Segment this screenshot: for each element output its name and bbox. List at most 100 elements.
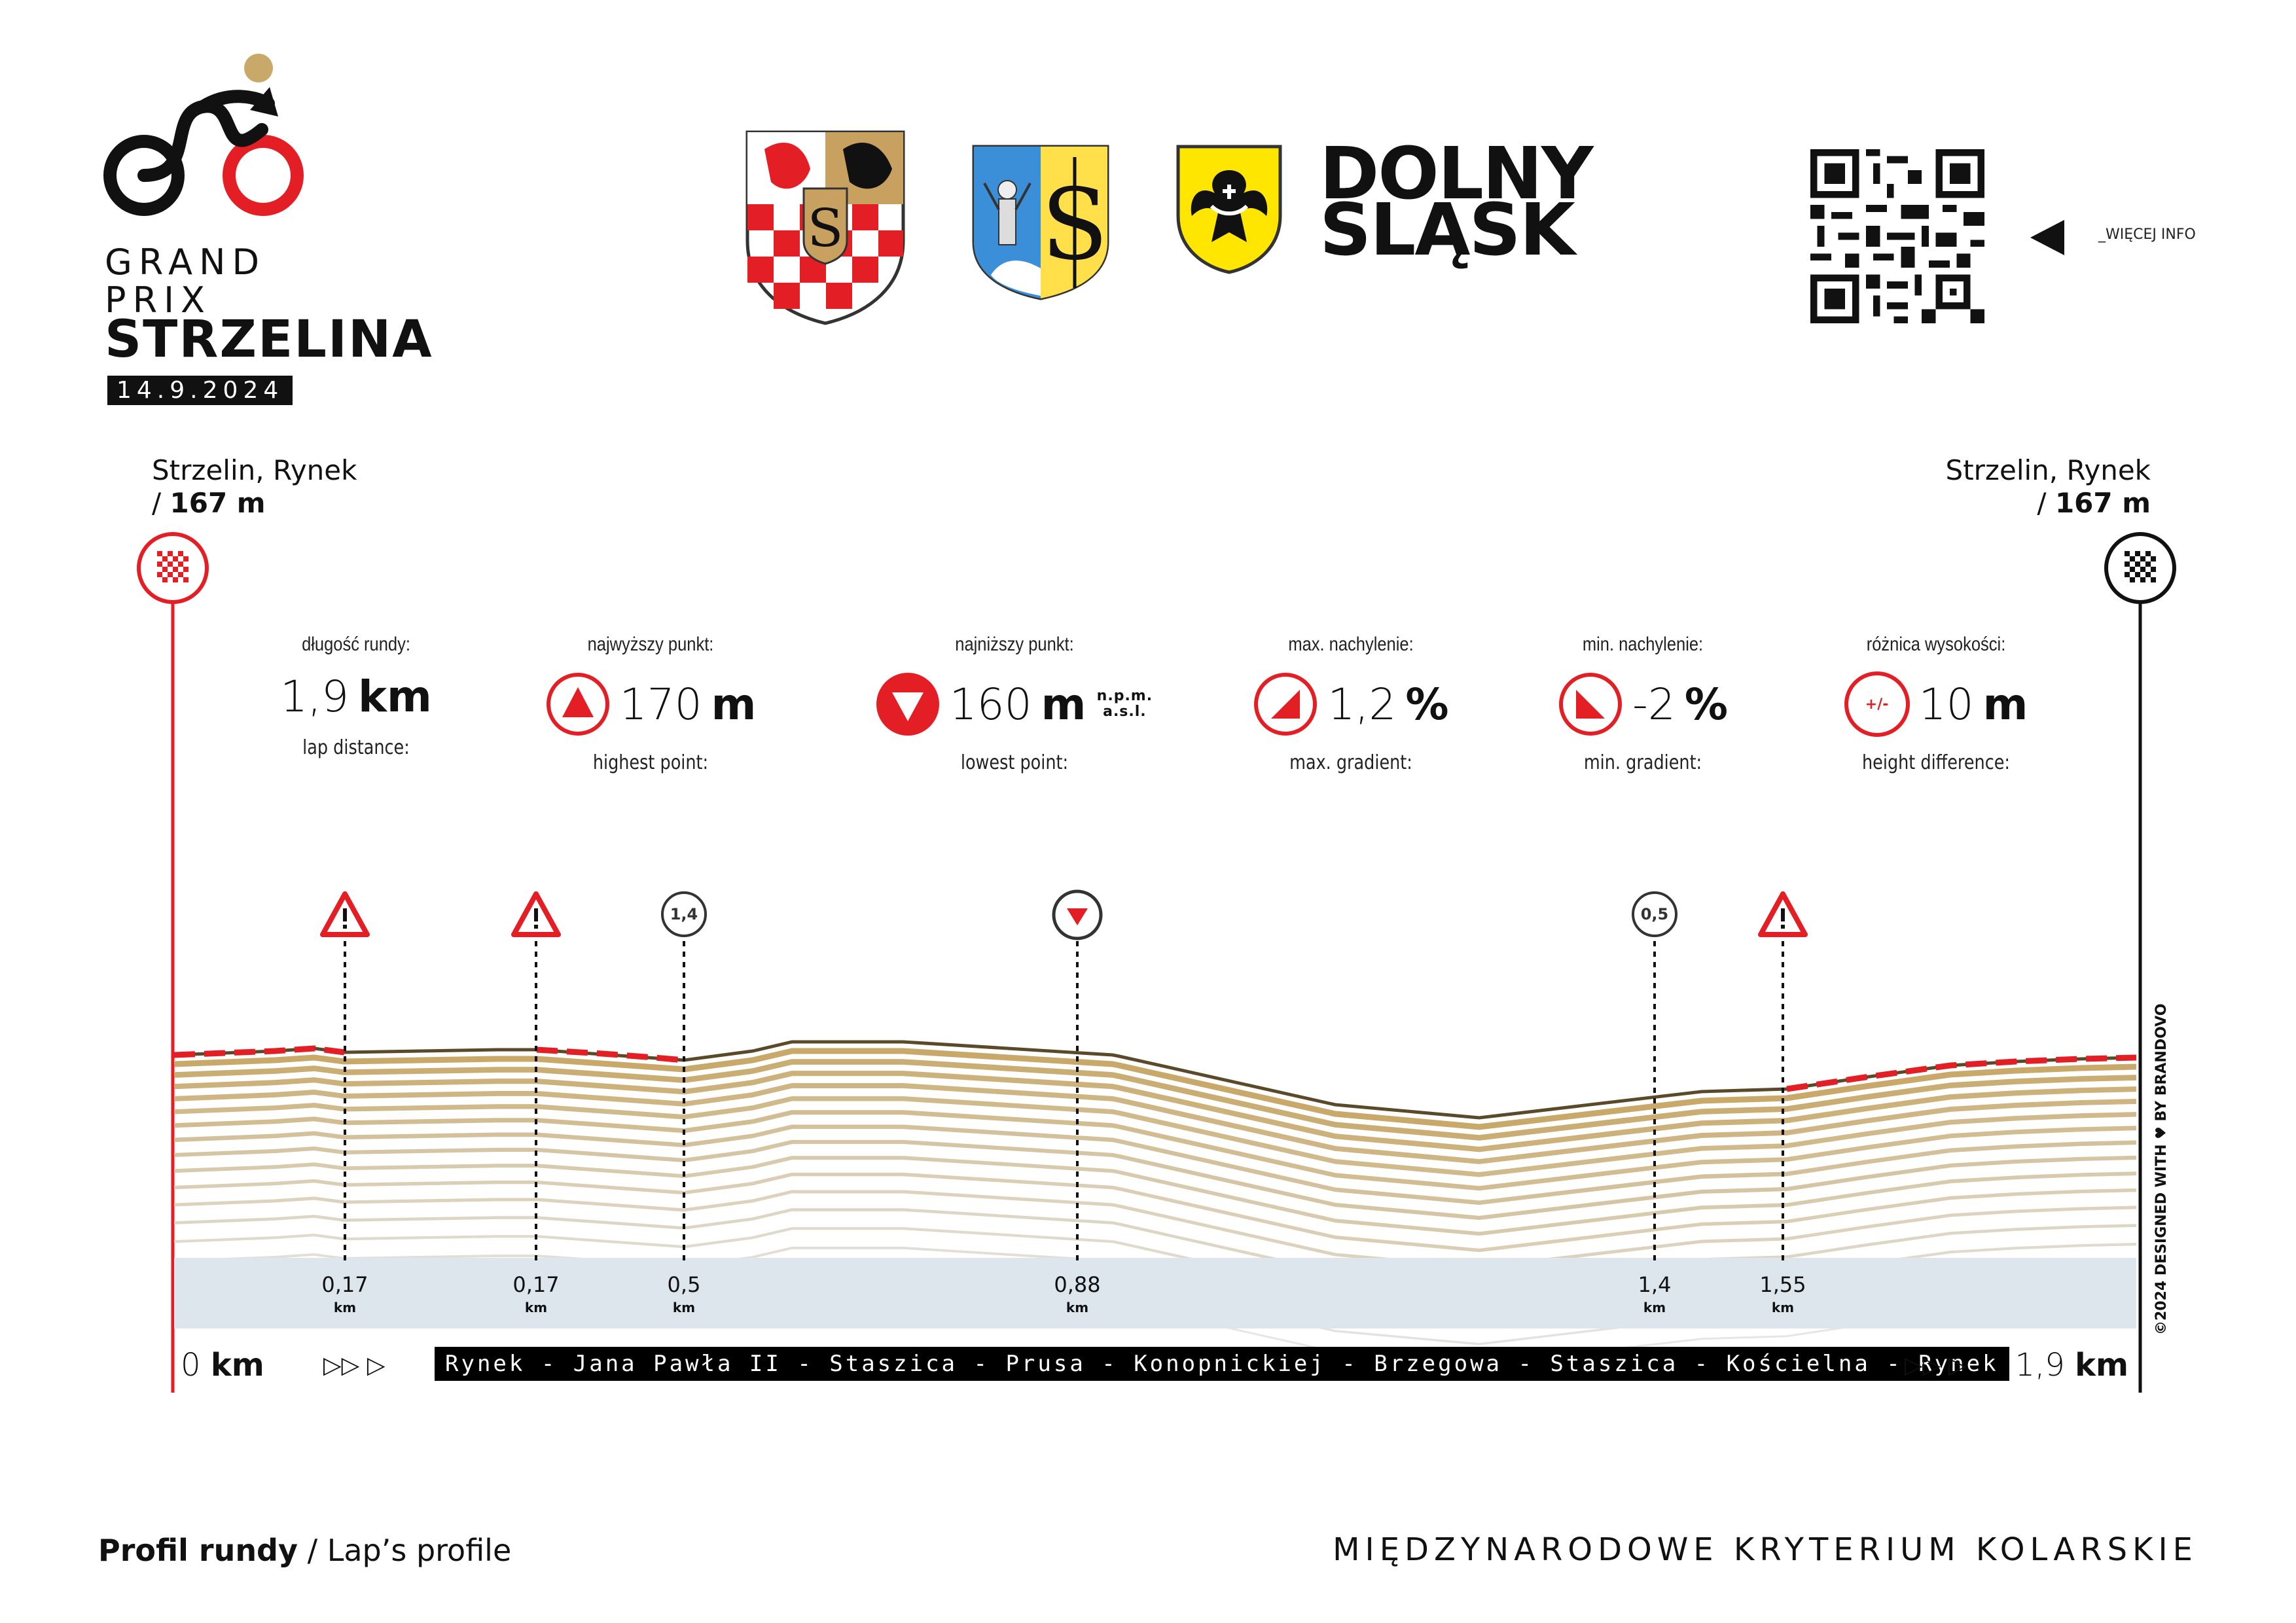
stat-unit: m	[1041, 679, 1086, 730]
event-date: 14.9.2024	[107, 376, 293, 405]
stat-unit: %	[1405, 679, 1449, 730]
marker-km-unit: km	[1771, 1300, 1795, 1315]
route-start-unit: km	[210, 1347, 264, 1383]
route-streets: Rynek - Jana Pawła II - Staszica - Prusa…	[435, 1347, 2009, 1381]
stat-unit-note: n.p.m. a.s.l.	[1096, 688, 1153, 720]
terrain-layer	[173, 1156, 2137, 1236]
stat-pl-label: max. nachylenie:	[1288, 633, 1414, 655]
marker-km-unit: km	[1643, 1300, 1666, 1315]
stat-highest-point: najwyższy punkt: 170 m highest point:	[507, 633, 795, 774]
start-elevation-prefix: /	[152, 487, 170, 519]
logo-grand: GRAND	[105, 241, 266, 283]
stat-height-difference: różnica wysokości: +/- 10 m height diffe…	[1792, 633, 2080, 774]
height-difference-icon: +/-	[1844, 671, 1910, 737]
profile-danger-segment	[536, 1046, 685, 1063]
stat-unit: %	[1684, 679, 1728, 730]
marker-km-unit: km	[333, 1300, 357, 1315]
qr-code-icon[interactable]	[1810, 149, 1984, 326]
finish-elevation-row: / 167 m	[2037, 487, 2151, 519]
side-credit: ©2024 DESIGNED WITH ♥ BY BRANDOVO	[2153, 1003, 2170, 1335]
marker-warning-icon	[320, 891, 370, 940]
marker-km-label: 0,17 km	[497, 1272, 575, 1315]
footer-left-rest: / Lap’s profile	[297, 1533, 512, 1568]
marker-km-value: 0,5	[667, 1272, 701, 1297]
terrain-layer	[173, 1096, 2137, 1177]
stat-value: -2	[1632, 679, 1676, 730]
stat-min-gradient: min. nachylenie: -2 % min. gradient:	[1499, 633, 1787, 774]
stat-value: 1,9	[280, 671, 350, 722]
route-start-num: 0	[181, 1347, 201, 1383]
terrain-layer	[173, 1083, 2137, 1164]
start-checkered-flag-icon	[137, 532, 209, 604]
marker-lowest-icon	[1051, 889, 1103, 944]
marker-warning-icon	[1758, 891, 1808, 940]
stat-unit: m	[1982, 679, 2028, 730]
footer-right: MIĘDZYNARODOWE KRYTERIUM KOLARSKIE	[1333, 1531, 2198, 1568]
footer-left-bold: Profil rundy	[98, 1533, 298, 1568]
finish-elevation: 167 m	[2054, 487, 2151, 519]
route-end-km: 1,9 km	[2015, 1347, 2128, 1383]
pointer-arrow-icon	[2030, 220, 2064, 255]
stat-en-label: lap distance:	[302, 736, 410, 759]
region-name-line1: DOLNY	[1319, 132, 1594, 215]
marker-dotted-lines	[344, 941, 1784, 1263]
stat-value-row: -2 %	[1499, 671, 1787, 737]
marker-km-value: 0,88	[1054, 1272, 1101, 1297]
marker-km-value: 0,17	[512, 1272, 560, 1297]
marker-km-unit: km	[672, 1300, 696, 1315]
marker-warning-icon	[511, 891, 561, 940]
stat-value-row: 160 m n.p.m. a.s.l.	[864, 671, 1165, 737]
cyclist-logo-icon	[103, 54, 304, 216]
marker-km-label: 1,55 km	[1744, 1272, 1822, 1315]
stat-pl-label: najwyższy punkt:	[587, 633, 714, 655]
powiat-crest-icon: S	[745, 130, 906, 329]
min-gradient-icon	[1559, 673, 1623, 736]
terrain-layer	[173, 1190, 2137, 1270]
highest-point-icon	[546, 673, 609, 736]
finish-elevation-prefix: /	[2037, 487, 2055, 519]
stat-en-label: max. gradient:	[1289, 751, 1412, 774]
region-name-line2: ŚLĄSK	[1319, 188, 1575, 272]
stat-pl-label: różnica wysokości:	[1866, 633, 2006, 655]
logo-prix: PRIX	[105, 279, 212, 321]
stat-lap-distance: długość rundy: 1,9 km lap distance:	[212, 633, 500, 759]
dolny-slask-crest-icon	[1175, 144, 1283, 277]
stat-unit: km	[358, 671, 432, 722]
profile-danger-segment	[173, 1045, 345, 1058]
stat-pl-label: najniższy punkt:	[955, 633, 1074, 655]
terrain-layer	[173, 1059, 2137, 1141]
stat-pl-label: min. nachylenie:	[1582, 633, 1704, 655]
route-end-num: 1,9	[2015, 1347, 2065, 1383]
profile-danger-segment	[1786, 1054, 2137, 1092]
start-elevation-row: / 167 m	[152, 487, 266, 519]
stat-en-label: lowest point:	[960, 751, 1069, 774]
stat-en-label: height difference:	[1862, 751, 2010, 774]
marker-km-value: 1,55	[1759, 1272, 1806, 1297]
more-info-label: _WIĘCEJ INFO	[2098, 226, 2196, 243]
footer-left: Profil rundy / Lap’s profile	[98, 1533, 511, 1568]
marker-km-unit: km	[524, 1300, 548, 1315]
marker-km-label: 0,88 km	[1038, 1272, 1117, 1315]
max-gradient-icon	[1254, 673, 1318, 736]
stat-en-label: min. gradient:	[1583, 751, 1702, 774]
start-pole	[137, 532, 209, 1393]
marker-km-value: 1,4	[1638, 1272, 1672, 1297]
terrain-layer	[173, 1208, 2137, 1287]
route-arrows-left: ▷▷ ▷	[323, 1352, 386, 1379]
event-logo	[98, 51, 314, 224]
stat-value: 10	[1918, 679, 1974, 730]
stat-value-row: 170 m	[507, 671, 795, 737]
km-band	[174, 1258, 2136, 1329]
stat-value-row: 1,2 %	[1207, 671, 1495, 737]
lowest-point-icon	[876, 673, 939, 736]
terrain-layer	[173, 1139, 2137, 1221]
route-end-unit: km	[2075, 1347, 2128, 1383]
strzelin-crest-icon: S	[971, 144, 1110, 304]
stat-unit: m	[711, 679, 757, 730]
stat-max-gradient: max. nachylenie: 1,2 % max. gradient:	[1207, 633, 1495, 774]
marker-gradient-badge: 0,5	[1632, 891, 1677, 937]
stat-value: 1,2	[1327, 679, 1397, 730]
stat-lowest-point: najniższy punkt: 160 m n.p.m. a.s.l. low…	[864, 633, 1165, 774]
svg-text:S: S	[808, 198, 844, 259]
